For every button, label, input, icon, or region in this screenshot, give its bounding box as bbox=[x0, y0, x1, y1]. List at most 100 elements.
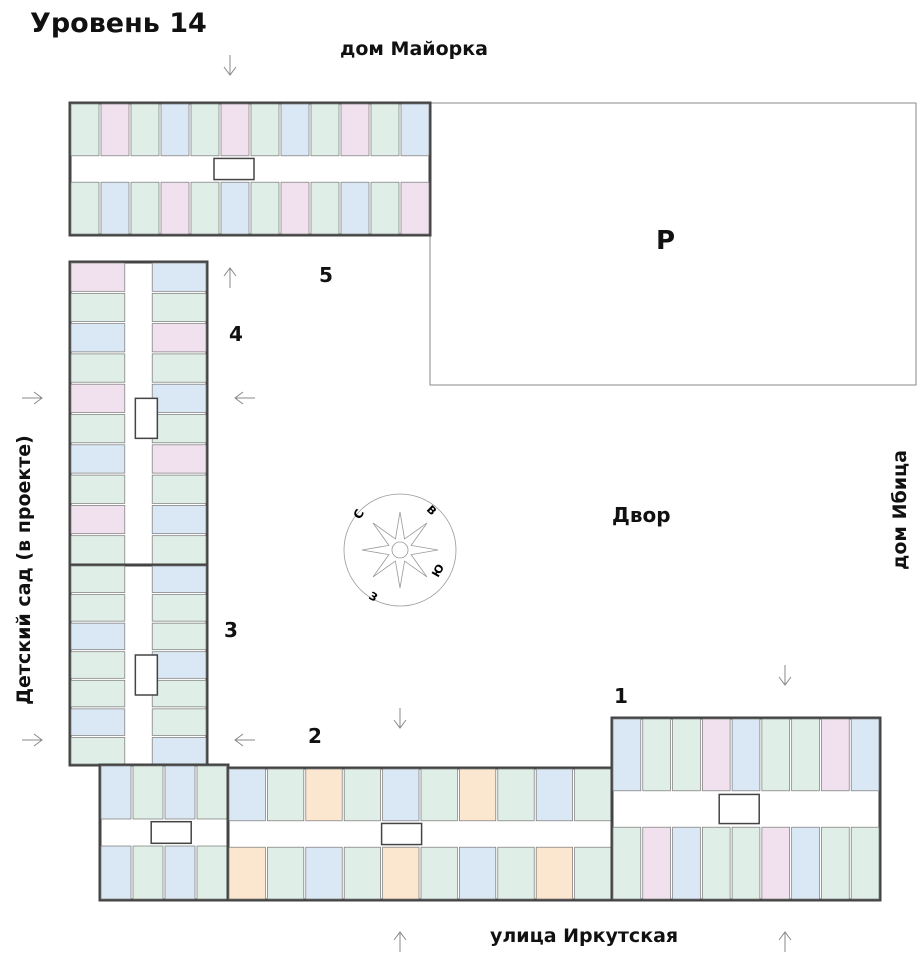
apartment[interactable] bbox=[151, 292, 207, 322]
apartment[interactable] bbox=[250, 103, 280, 157]
apartment[interactable] bbox=[497, 846, 535, 900]
apartment[interactable] bbox=[310, 103, 340, 157]
apartment[interactable] bbox=[310, 181, 340, 235]
apartment[interactable] bbox=[70, 323, 126, 353]
apartment[interactable] bbox=[100, 845, 132, 900]
apartment[interactable] bbox=[400, 103, 430, 157]
apartment[interactable] bbox=[130, 103, 160, 157]
apartment[interactable] bbox=[821, 718, 850, 792]
apartment[interactable] bbox=[731, 826, 761, 900]
apartment[interactable] bbox=[70, 565, 126, 593]
apartment[interactable] bbox=[420, 768, 458, 822]
apartment[interactable] bbox=[228, 768, 266, 822]
apartment[interactable] bbox=[151, 383, 207, 413]
apartment[interactable] bbox=[70, 444, 126, 474]
apartment[interactable] bbox=[220, 103, 250, 157]
apartment[interactable] bbox=[70, 353, 126, 383]
apartment[interactable] bbox=[850, 826, 880, 900]
apartment[interactable] bbox=[132, 765, 164, 820]
apartment[interactable] bbox=[132, 845, 164, 900]
apartment[interactable] bbox=[250, 181, 280, 235]
apartment[interactable] bbox=[343, 768, 381, 822]
apartment[interactable] bbox=[164, 765, 196, 820]
apartment[interactable] bbox=[340, 181, 370, 235]
apartment[interactable] bbox=[267, 768, 305, 822]
apartment[interactable] bbox=[612, 718, 642, 792]
apartment[interactable] bbox=[151, 323, 207, 353]
apartment[interactable] bbox=[164, 845, 196, 900]
apartment[interactable] bbox=[70, 292, 126, 322]
apartment[interactable] bbox=[382, 846, 420, 900]
apartment[interactable] bbox=[70, 708, 126, 736]
apartment[interactable] bbox=[196, 765, 228, 820]
apartment[interactable] bbox=[305, 846, 343, 900]
apartment[interactable] bbox=[151, 474, 207, 504]
apartment[interactable] bbox=[190, 181, 220, 235]
apartment[interactable] bbox=[574, 846, 612, 900]
apartment[interactable] bbox=[70, 737, 126, 765]
apartment[interactable] bbox=[151, 651, 207, 679]
apartment[interactable] bbox=[220, 181, 250, 235]
apartment[interactable] bbox=[151, 708, 207, 736]
apartment[interactable] bbox=[70, 622, 126, 651]
apartment[interactable] bbox=[151, 594, 207, 622]
apartment[interactable] bbox=[70, 383, 126, 413]
apartment[interactable] bbox=[70, 679, 126, 708]
apartment[interactable] bbox=[280, 181, 310, 235]
apartment[interactable] bbox=[196, 845, 228, 900]
apartment[interactable] bbox=[382, 768, 420, 822]
apartment[interactable] bbox=[70, 262, 126, 292]
apartment[interactable] bbox=[100, 181, 130, 235]
apartment[interactable] bbox=[70, 103, 100, 157]
apartment[interactable] bbox=[535, 846, 573, 900]
apartment[interactable] bbox=[151, 622, 207, 651]
apartment[interactable] bbox=[791, 826, 820, 900]
apartment[interactable] bbox=[70, 181, 100, 235]
apartment[interactable] bbox=[190, 103, 220, 157]
apartment[interactable] bbox=[151, 505, 207, 535]
apartment[interactable] bbox=[343, 846, 381, 900]
apartment[interactable] bbox=[100, 765, 132, 820]
apartment[interactable] bbox=[701, 826, 731, 900]
apartment[interactable] bbox=[400, 181, 430, 235]
apartment[interactable] bbox=[642, 826, 671, 900]
apartment[interactable] bbox=[821, 826, 850, 900]
apartment[interactable] bbox=[151, 414, 207, 444]
apartment[interactable] bbox=[151, 679, 207, 708]
apartment[interactable] bbox=[70, 474, 126, 504]
apartment[interactable] bbox=[160, 181, 190, 235]
apartment[interactable] bbox=[850, 718, 880, 792]
apartment[interactable] bbox=[791, 718, 820, 792]
apartment[interactable] bbox=[535, 768, 573, 822]
apartment[interactable] bbox=[70, 651, 126, 679]
apartment[interactable] bbox=[151, 262, 207, 292]
apartment[interactable] bbox=[761, 718, 791, 792]
apartment[interactable] bbox=[701, 718, 731, 792]
apartment[interactable] bbox=[151, 565, 207, 593]
apartment[interactable] bbox=[370, 181, 400, 235]
apartment[interactable] bbox=[151, 444, 207, 474]
apartment[interactable] bbox=[70, 535, 126, 565]
apartment[interactable] bbox=[151, 737, 207, 765]
apartment[interactable] bbox=[267, 846, 305, 900]
apartment[interactable] bbox=[370, 103, 400, 157]
apartment[interactable] bbox=[130, 181, 160, 235]
apartment[interactable] bbox=[574, 768, 612, 822]
apartment[interactable] bbox=[160, 103, 190, 157]
apartment[interactable] bbox=[459, 846, 497, 900]
apartment[interactable] bbox=[70, 505, 126, 535]
apartment[interactable] bbox=[280, 103, 310, 157]
apartment[interactable] bbox=[420, 846, 458, 900]
apartment[interactable] bbox=[497, 768, 535, 822]
apartment[interactable] bbox=[672, 718, 701, 792]
apartment[interactable] bbox=[70, 594, 126, 622]
apartment[interactable] bbox=[70, 414, 126, 444]
apartment[interactable] bbox=[731, 718, 761, 792]
apartment[interactable] bbox=[340, 103, 370, 157]
apartment[interactable] bbox=[642, 718, 671, 792]
apartment[interactable] bbox=[459, 768, 497, 822]
apartment[interactable] bbox=[228, 846, 266, 900]
apartment[interactable] bbox=[612, 826, 642, 900]
apartment[interactable] bbox=[100, 103, 130, 157]
apartment[interactable] bbox=[761, 826, 791, 900]
